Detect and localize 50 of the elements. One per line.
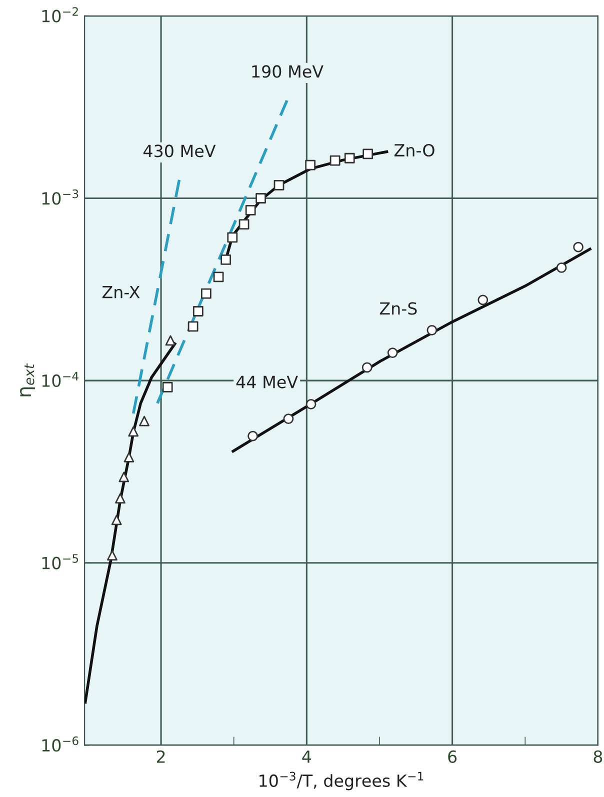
series-label: Zn-O	[394, 144, 434, 157]
y-tick-label: 10$^{−4}$	[42, 372, 78, 388]
point	[124, 452, 134, 462]
point	[238, 219, 250, 230]
y-tick-label: 10$^{−3}$	[42, 189, 78, 205]
point	[305, 160, 316, 170]
x-tick-label: 4	[302, 750, 312, 763]
point	[200, 288, 212, 299]
annotation: 44 MeV	[236, 376, 298, 388]
point	[274, 180, 284, 190]
point	[256, 193, 266, 204]
y-tick-label: 10$^{−5}$	[42, 554, 78, 570]
x-tick-label: 8	[594, 750, 602, 763]
point	[330, 155, 340, 166]
point	[573, 242, 584, 252]
point	[556, 262, 567, 273]
point	[213, 272, 224, 282]
point	[426, 324, 438, 336]
point	[165, 335, 176, 346]
point	[362, 362, 372, 373]
x-axis-title: 10$^{−3}$/T, degrees K$^{−1}$	[260, 772, 424, 790]
y-tick-label: 10$^{−2}$	[42, 7, 78, 22]
annotation: Zn-X	[102, 286, 140, 298]
point	[344, 152, 355, 164]
point	[248, 430, 258, 442]
point	[362, 148, 374, 160]
point	[128, 426, 139, 437]
y-axis-title: η$_{ext}$	[20, 363, 35, 396]
point	[387, 348, 398, 358]
annotation: Zn-S	[380, 302, 417, 315]
line-series	[232, 248, 592, 453]
point	[162, 382, 173, 392]
point	[107, 550, 118, 561]
point	[283, 414, 294, 424]
point	[115, 493, 126, 504]
point	[139, 416, 150, 426]
point	[306, 399, 316, 410]
series-label: 190 MeV	[252, 65, 324, 78]
y-tick-label: 10$^{−6}$	[42, 736, 78, 752]
point	[478, 294, 488, 306]
point	[118, 472, 130, 482]
x-tick-label: 6	[448, 750, 457, 763]
x-tick-label: 2	[156, 750, 165, 763]
point	[245, 205, 256, 216]
series-label: 430 MeV	[143, 144, 216, 158]
point	[192, 306, 204, 316]
point	[188, 321, 198, 332]
point	[227, 232, 238, 243]
point	[111, 514, 122, 526]
point	[220, 254, 232, 265]
